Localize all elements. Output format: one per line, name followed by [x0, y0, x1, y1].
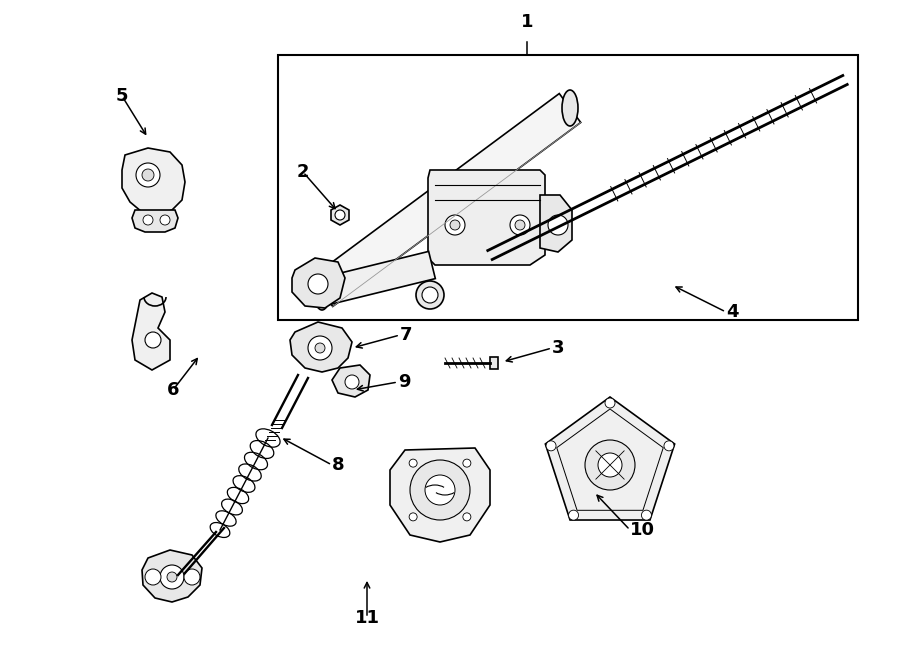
- Text: 2: 2: [297, 163, 310, 181]
- Text: 11: 11: [355, 609, 380, 627]
- Circle shape: [664, 441, 674, 451]
- Circle shape: [410, 460, 470, 520]
- Circle shape: [642, 510, 652, 520]
- Ellipse shape: [562, 90, 578, 126]
- Polygon shape: [332, 365, 370, 397]
- Polygon shape: [311, 94, 580, 307]
- Circle shape: [425, 475, 455, 505]
- Circle shape: [315, 343, 325, 353]
- Circle shape: [510, 215, 530, 235]
- Circle shape: [160, 215, 170, 225]
- Text: 6: 6: [166, 381, 179, 399]
- Text: 4: 4: [726, 303, 739, 321]
- Polygon shape: [132, 210, 178, 232]
- Circle shape: [308, 336, 332, 360]
- Circle shape: [308, 274, 328, 294]
- Circle shape: [515, 220, 525, 230]
- Circle shape: [463, 513, 471, 521]
- Circle shape: [345, 375, 359, 389]
- Polygon shape: [490, 357, 498, 369]
- Circle shape: [445, 215, 465, 235]
- Circle shape: [142, 169, 154, 181]
- Circle shape: [422, 287, 438, 303]
- Polygon shape: [545, 397, 675, 520]
- Circle shape: [605, 398, 615, 408]
- Circle shape: [136, 163, 160, 187]
- Circle shape: [548, 215, 568, 235]
- Circle shape: [546, 441, 556, 451]
- Polygon shape: [290, 322, 352, 372]
- Circle shape: [145, 332, 161, 348]
- Ellipse shape: [314, 274, 330, 310]
- Circle shape: [184, 569, 200, 585]
- Text: 10: 10: [630, 521, 655, 539]
- Polygon shape: [428, 170, 545, 265]
- Polygon shape: [331, 205, 349, 225]
- Circle shape: [160, 565, 184, 589]
- Polygon shape: [540, 195, 572, 252]
- Circle shape: [598, 453, 622, 477]
- Circle shape: [167, 572, 177, 582]
- Circle shape: [335, 210, 345, 220]
- Text: 1: 1: [521, 13, 533, 31]
- Text: 7: 7: [400, 326, 412, 344]
- Circle shape: [585, 440, 635, 490]
- Circle shape: [463, 459, 471, 467]
- Circle shape: [410, 459, 417, 467]
- Circle shape: [416, 281, 444, 309]
- Text: 5: 5: [116, 87, 128, 105]
- Circle shape: [569, 510, 579, 520]
- Circle shape: [145, 569, 161, 585]
- Text: 9: 9: [398, 373, 410, 391]
- Bar: [278, 55, 858, 320]
- Text: 3: 3: [552, 339, 564, 357]
- Polygon shape: [122, 148, 185, 215]
- Circle shape: [143, 215, 153, 225]
- Polygon shape: [132, 293, 170, 370]
- Polygon shape: [319, 251, 436, 305]
- Circle shape: [450, 220, 460, 230]
- Polygon shape: [142, 550, 202, 602]
- Polygon shape: [292, 258, 345, 308]
- Polygon shape: [390, 448, 490, 542]
- Circle shape: [410, 513, 417, 521]
- Text: 8: 8: [332, 456, 345, 474]
